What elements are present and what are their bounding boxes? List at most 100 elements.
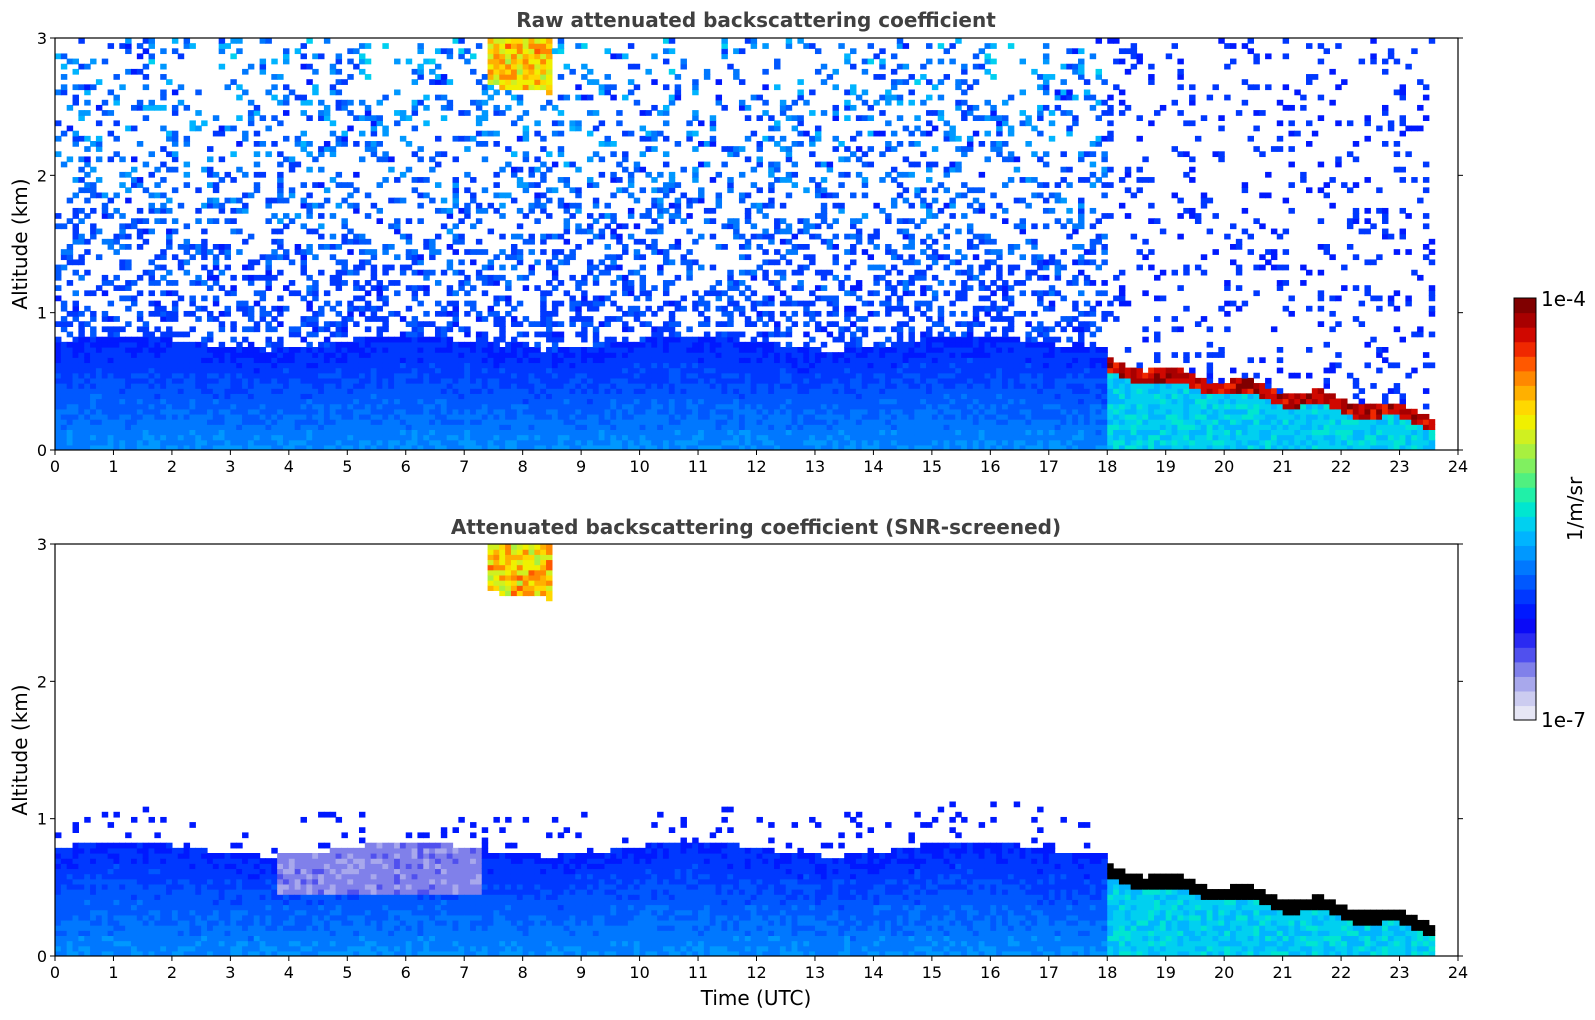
heatmap-cell <box>627 357 635 364</box>
heatmap-cell <box>136 388 144 394</box>
heatmap-cell <box>72 228 79 235</box>
heatmap-cell <box>797 419 804 425</box>
heatmap-cell <box>481 336 489 343</box>
heatmap-cell <box>201 238 208 245</box>
heatmap-cell <box>475 367 483 374</box>
heatmap-cell <box>394 357 401 364</box>
heatmap-cell <box>171 377 179 384</box>
heatmap-cell <box>195 372 202 379</box>
heatmap-cell <box>212 115 220 121</box>
heatmap-cell <box>510 403 518 410</box>
heatmap-cell <box>131 352 138 358</box>
heatmap-cell <box>358 388 366 394</box>
heatmap-cell <box>294 403 302 410</box>
heatmap-cell <box>768 233 775 240</box>
heatmap-cell <box>744 408 752 415</box>
heatmap-cell <box>119 341 126 348</box>
heatmap-cell <box>277 444 284 450</box>
heatmap-cell <box>300 249 307 255</box>
heatmap-cell <box>750 274 758 281</box>
heatmap-cell <box>236 403 243 410</box>
heatmap-cell <box>534 388 541 394</box>
heatmap-cell <box>417 156 424 163</box>
heatmap-cell <box>680 295 687 302</box>
heatmap-cell <box>703 68 711 75</box>
heatmap-cell <box>171 347 179 353</box>
heatmap-cell <box>645 290 652 297</box>
heatmap-cell <box>55 347 62 353</box>
heatmap-cell <box>458 207 465 214</box>
heatmap-cell <box>464 310 471 317</box>
heatmap-cell <box>125 362 132 369</box>
heatmap-cell <box>762 362 769 369</box>
heatmap-cell <box>206 274 214 281</box>
heatmap-cell <box>499 68 506 75</box>
heatmap-cell <box>662 352 670 358</box>
heatmap-cell <box>66 393 74 400</box>
heatmap-cell <box>715 383 723 389</box>
heatmap-cell <box>335 244 343 250</box>
heatmap-cell <box>405 336 413 343</box>
heatmap-cell <box>370 125 378 132</box>
heatmap-cell <box>376 408 383 415</box>
heatmap-cell <box>388 403 395 410</box>
heatmap-cell <box>680 305 687 312</box>
heatmap-cell <box>382 413 389 420</box>
heatmap-cell <box>353 434 360 441</box>
heatmap-cell <box>277 434 284 441</box>
heatmap-cell <box>516 444 524 450</box>
heatmap-cell <box>236 393 243 400</box>
heatmap-cell <box>610 254 617 261</box>
heatmap-cell <box>516 367 524 374</box>
heatmap-cell <box>318 383 325 389</box>
heatmap-cell <box>744 372 752 379</box>
heatmap-cell <box>160 444 167 450</box>
heatmap-cell <box>452 269 459 276</box>
heatmap-cell <box>586 269 594 276</box>
heatmap-cell <box>306 424 313 430</box>
heatmap-cell <box>540 58 547 65</box>
heatmap-cell <box>195 125 202 132</box>
heatmap-cell <box>703 300 711 307</box>
heatmap-cell <box>72 362 79 369</box>
heatmap-cell <box>475 120 483 127</box>
heatmap-cell <box>540 43 547 49</box>
heatmap-cell <box>440 408 448 415</box>
heatmap-cell <box>259 408 267 415</box>
heatmap-cell <box>674 94 682 101</box>
heatmap-cell <box>125 233 132 240</box>
heatmap-cell <box>411 388 419 394</box>
heatmap-cell <box>540 249 547 255</box>
heatmap-cell <box>341 347 348 353</box>
heatmap-cell <box>277 99 284 106</box>
heatmap-cell <box>703 352 711 358</box>
heatmap-cell <box>510 429 518 436</box>
heatmap-cell <box>55 429 62 436</box>
heatmap-cell <box>557 321 565 327</box>
heatmap-cell <box>563 362 571 369</box>
heatmap-cell <box>727 269 734 276</box>
heatmap-cell <box>651 130 658 137</box>
heatmap-cell <box>440 341 448 348</box>
heatmap-cell <box>212 182 220 188</box>
heatmap-cell <box>382 341 389 348</box>
heatmap-cell <box>470 408 477 415</box>
heatmap-cell <box>119 388 126 394</box>
heatmap-cell <box>762 413 769 420</box>
heatmap-cell <box>510 254 518 261</box>
heatmap-cell <box>557 38 565 44</box>
heatmap-cell <box>277 403 284 410</box>
heatmap-cell <box>376 347 383 353</box>
heatmap-cell <box>417 424 424 430</box>
heatmap-cell <box>154 362 161 369</box>
heatmap-cell <box>662 290 670 297</box>
heatmap-cell <box>78 177 85 183</box>
heatmap-cell <box>738 357 746 364</box>
heatmap-cell <box>662 182 670 188</box>
heatmap-cell <box>183 377 191 384</box>
heatmap-cell <box>271 254 278 261</box>
heatmap-cell <box>107 408 115 415</box>
heatmap-cell <box>662 58 670 65</box>
heatmap-cell <box>335 444 343 450</box>
heatmap-cell <box>446 321 454 327</box>
